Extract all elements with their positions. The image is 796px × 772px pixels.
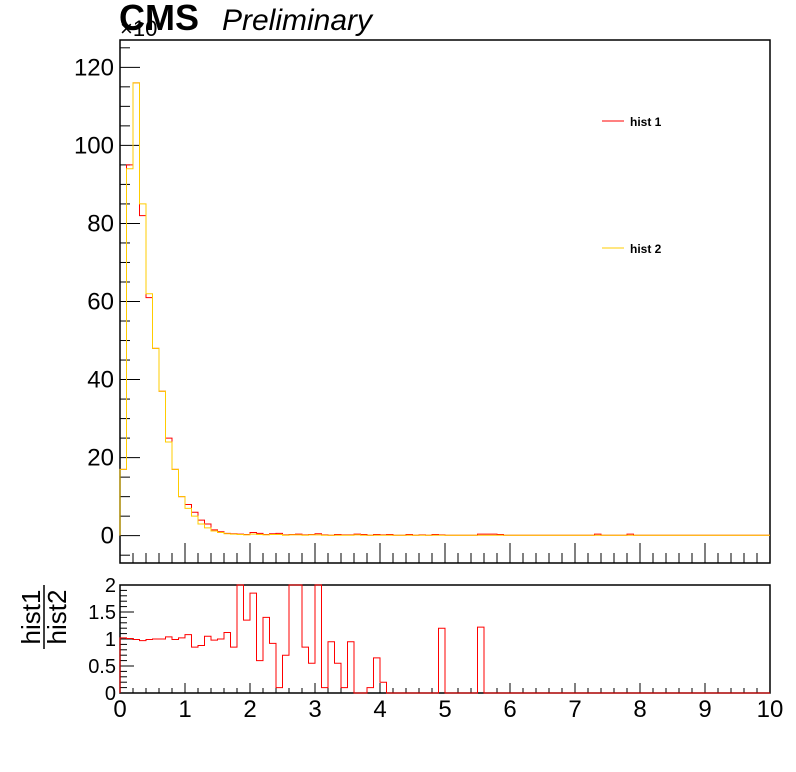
ratio-y-tick-label: 0	[105, 683, 116, 705]
ratio-y-tick-label: 2	[105, 575, 116, 597]
histogram-series-2	[119, 82, 770, 536]
ratio-x-axis: 0 1 2 3 4 5 6 7 8 9 10	[113, 683, 783, 723]
legend-label-hist1: hist 1	[630, 115, 662, 129]
histogram-series-1	[119, 584, 770, 694]
ratio-x-tick-label: 6	[503, 696, 516, 723]
ratio-y-axis: 0 0.5 1 1.5 2	[88, 575, 134, 705]
main-y-tick-label: 40	[87, 367, 114, 394]
ratio-x-tick-label: 3	[308, 696, 321, 723]
ratio-panel: 0 0.5 1 1.5 2 0 1 2 3 4 5 6 7 8 9 10 hist1 hist2	[16, 575, 783, 723]
main-y-axis: 0 20 40 60 80 100 120	[74, 47, 140, 556]
ratio-y-tick-label: 1	[105, 629, 116, 651]
legend: hist 1 hist 2	[602, 115, 662, 256]
ratio-x-tick-label: 8	[633, 696, 646, 723]
ratio-x-tick-label: 10	[757, 696, 784, 723]
histogram-series-1	[119, 82, 770, 536]
ratio-x-tick-label: 2	[243, 696, 256, 723]
ratio-x-tick-label: 9	[698, 696, 711, 723]
main-y-tick-label: 20	[87, 445, 114, 472]
main-y-tick-label: 100	[74, 132, 114, 159]
ratio-label-numerator: hist1	[16, 590, 46, 645]
ratio-x-tick-label: 7	[568, 696, 581, 723]
main-y-tick-label: 60	[87, 289, 114, 316]
main-plot-frame	[119, 39, 771, 564]
main-y-tick-label: 120	[74, 54, 114, 81]
ratio-y-axis-label: hist1 hist2	[16, 585, 72, 649]
main-y-tick-label: 0	[101, 523, 114, 550]
ratio-x-tick-label: 5	[438, 696, 451, 723]
main-series-group	[119, 82, 770, 536]
main-histogram-panel: 0 20 40 60 80 100 120	[74, 39, 771, 564]
ratio-y-tick-label: 0.5	[88, 656, 116, 678]
cms-label: CMS	[119, 0, 199, 38]
ratio-y-tick-label: 1.5	[88, 602, 116, 624]
main-y-tick-label: 80	[87, 210, 114, 237]
ratio-series-group	[119, 584, 770, 694]
preliminary-label: Preliminary	[222, 4, 374, 37]
legend-label-hist2: hist 2	[630, 242, 662, 256]
ratio-x-tick-label: 1	[178, 696, 191, 723]
ratio-x-tick-label: 4	[373, 696, 386, 723]
y-scale-multiplier: ×10	[120, 16, 157, 41]
ratio-label-denominator: hist2	[42, 590, 72, 645]
main-x-axis-ticks	[119, 543, 771, 563]
ratio-x-tick-label: 0	[113, 696, 126, 723]
